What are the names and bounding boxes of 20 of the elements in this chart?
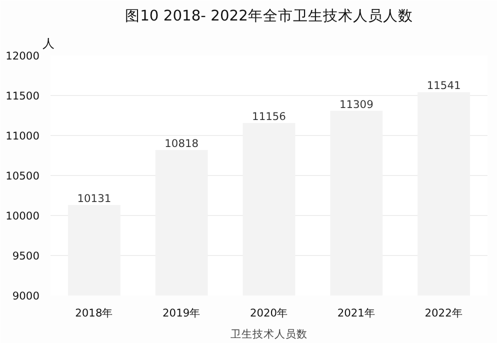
x-tick-label: 2020年 (250, 306, 288, 320)
data-label: 11309 (339, 98, 374, 111)
data-label: 10131 (77, 192, 112, 206)
x-tick-label: 2022年 (424, 306, 463, 320)
y-tick-label: 10000 (6, 210, 40, 222)
y-tick-label: 12000 (6, 50, 40, 62)
data-label: 11156 (252, 110, 286, 124)
x-tick-label: 2021年 (337, 306, 376, 320)
x-tick-label: 2019年 (162, 306, 201, 320)
y-tick-label: 9000 (12, 290, 40, 302)
x-tick-label: 2018年 (75, 306, 114, 320)
x-axis-title: 卫生技术人员数 (230, 328, 308, 340)
y-tick-label: 9500 (12, 250, 40, 262)
chart-title: 图10 2018- 2022年全市卫生技术人员人数 (125, 8, 413, 24)
data-label: 10818 (164, 137, 199, 150)
y-tick-label: 10500 (6, 170, 40, 182)
data-label: 11541 (426, 79, 461, 92)
y-tick-label: 11500 (6, 90, 40, 102)
y-tick-label: 11000 (6, 130, 40, 142)
y-axis-title: 人 (42, 36, 54, 50)
